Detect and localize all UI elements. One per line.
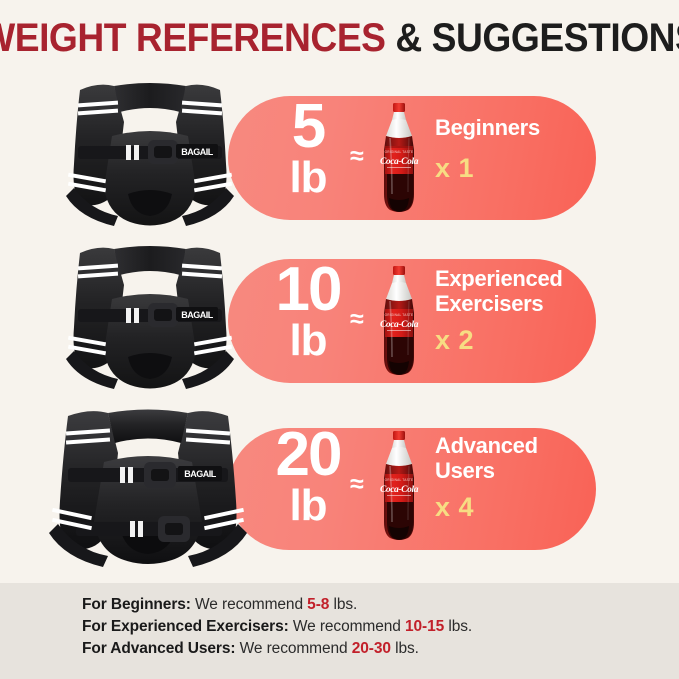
audience-label: Experienced Exercisers xyxy=(435,266,563,316)
recommendation-line: For Beginners: We recommend 5-8 lbs. xyxy=(82,594,642,616)
weight-value-block: 20 lb xyxy=(262,424,354,546)
cola-bottle-icon: ORIGINAL TASTE Coca-Cola xyxy=(376,430,422,542)
svg-text:BAGAIL: BAGAIL xyxy=(181,147,213,157)
multiplier-label: x 1 xyxy=(435,152,475,183)
weighted-vest-large-icon: BAGAIL xyxy=(32,406,264,574)
weight-unit: lb xyxy=(289,481,327,530)
svg-text:Coca-Cola: Coca-Cola xyxy=(380,157,419,167)
weight-row: BAGAIL 10 lb ≈ xyxy=(0,241,679,399)
weight-row: BAGAIL 5 lb ≈ xyxy=(0,78,679,236)
title-dark-part: & SUGGESTIONS xyxy=(385,16,679,60)
cola-bottle-icon: ORIGINAL TASTE Coca-Cola xyxy=(376,102,422,214)
weight-reference-rows: BAGAIL 5 lb ≈ xyxy=(0,68,679,580)
weight-value-block: 5 lb xyxy=(262,96,354,218)
recommendation-range: 20-30 xyxy=(351,640,391,657)
recommendation-footer: For Beginners: We recommend 5-8 lbs. For… xyxy=(0,583,679,679)
svg-text:ORIGINAL TASTE: ORIGINAL TASTE xyxy=(385,313,414,317)
svg-text:ORIGINAL TASTE: ORIGINAL TASTE xyxy=(385,150,414,154)
audience-block: Experienced Exercisers x 2 xyxy=(435,266,593,355)
recommendation-text: We recommend xyxy=(190,596,308,613)
svg-text:Coca-Cola: Coca-Cola xyxy=(380,485,419,495)
weighted-vest-icon: BAGAIL xyxy=(42,76,258,238)
recommendation-range: 10-15 xyxy=(404,618,445,635)
weight-unit: lb xyxy=(289,153,327,202)
weight-number: 20 xyxy=(275,420,343,489)
svg-text:Coca-Cola: Coca-Cola xyxy=(380,320,419,330)
cola-bottle-icon: ORIGINAL TASTE Coca-Cola xyxy=(376,265,422,377)
recommendation-label: For Experienced Exercisers: xyxy=(82,618,289,635)
weight-row: BAGAIL 20 lb ≈ xyxy=(0,406,679,567)
recommendation-text: We recommend xyxy=(235,640,352,657)
weight-number: 5 xyxy=(291,92,326,161)
weighted-vest-icon: BAGAIL xyxy=(42,239,258,401)
recommendation-text: We recommend xyxy=(288,618,405,635)
weight-value-block: 10 lb xyxy=(262,259,354,381)
multiplier-label: x 4 xyxy=(435,491,475,522)
approx-equals-icon: ≈ xyxy=(350,142,364,170)
multiplier-label: x 2 xyxy=(435,324,475,355)
recommendation-label: For Advanced Users: xyxy=(82,640,236,657)
title-red-part: WEIGHT REFERENCES xyxy=(0,16,386,60)
audience-label: Beginners xyxy=(435,115,540,140)
title-text: WEIGHT REFERENCES & SUGGESTIONS xyxy=(0,18,679,58)
recommendation-suffix: lbs. xyxy=(390,640,419,657)
weight-number: 10 xyxy=(275,255,343,324)
approx-equals-icon: ≈ xyxy=(350,305,364,333)
recommendation-suffix: lbs. xyxy=(329,596,358,613)
footer-text-block: For Beginners: We recommend 5-8 lbs. For… xyxy=(82,594,642,660)
recommendation-line: For Experienced Exercisers: We recommend… xyxy=(82,616,642,638)
approx-equals-icon: ≈ xyxy=(350,470,364,498)
svg-text:BAGAIL: BAGAIL xyxy=(184,469,216,479)
recommendation-range: 5-8 xyxy=(307,596,330,613)
weight-unit: lb xyxy=(289,316,327,365)
svg-text:BAGAIL: BAGAIL xyxy=(181,310,213,320)
page-title: WEIGHT REFERENCES & SUGGESTIONS xyxy=(0,12,679,64)
recommendation-line: For Advanced Users: We recommend 20-30 l… xyxy=(82,638,642,660)
audience-label: Advanced Users xyxy=(435,433,538,483)
audience-block: Beginners x 1 xyxy=(435,115,593,183)
audience-block: Advanced Users x 4 xyxy=(435,433,593,522)
recommendation-label: For Beginners: xyxy=(82,596,191,613)
recommendation-suffix: lbs. xyxy=(444,618,473,635)
svg-text:ORIGINAL TASTE: ORIGINAL TASTE xyxy=(385,478,414,482)
